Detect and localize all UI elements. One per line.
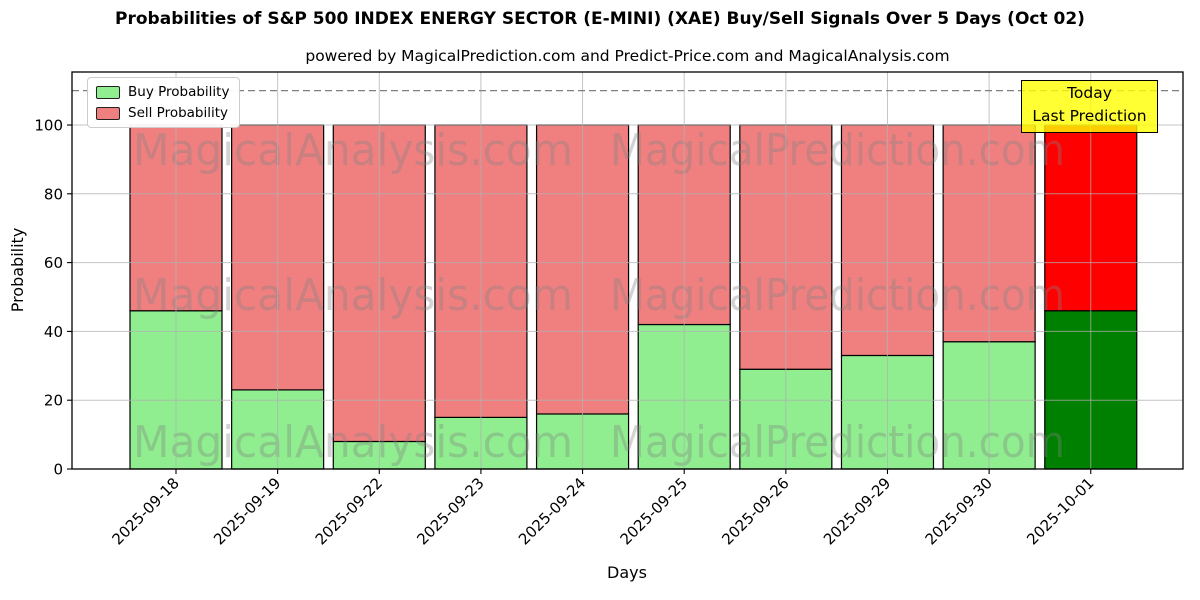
ticks-group (67, 124, 1092, 474)
xtick-label-2025-10-01: 2025-10-01 (1023, 474, 1097, 548)
x-axis-label: Days (607, 563, 647, 582)
plot-frame (71, 71, 1184, 470)
legend-item-buy: Buy Probability (96, 84, 229, 100)
chart-title: Probabilities of S&P 500 INDEX ENERGY SE… (115, 9, 1085, 29)
grid-group (72, 72, 1183, 470)
legend: Buy Probability Sell Probability (87, 77, 241, 128)
ytick-label-100: 100 (34, 117, 63, 135)
y-axis-label: Probability (8, 228, 27, 313)
sell-swatch-icon (96, 106, 120, 120)
today-annotation-line1: Today (1067, 84, 1112, 102)
xtick-label-2025-09-30: 2025-09-30 (922, 474, 996, 548)
watermark-left-row2: MagicalAnalysis.com (133, 270, 573, 321)
chart-subtitle: powered by MagicalPrediction.com and Pre… (305, 47, 950, 65)
xtick-label-2025-09-26: 2025-09-26 (718, 474, 792, 548)
buy-swatch-icon (96, 85, 120, 99)
legend-label-sell: Sell Probability (128, 105, 229, 121)
ytick-label-60: 60 (44, 254, 63, 272)
xtick-label-2025-09-23: 2025-09-23 (413, 474, 487, 548)
xtick-label-2025-09-24: 2025-09-24 (515, 474, 589, 548)
watermark-left-row1: MagicalAnalysis.com (133, 125, 573, 176)
ytick-label-20: 20 (44, 392, 63, 410)
ytick-label-40: 40 (44, 323, 63, 341)
ytick-label-80: 80 (44, 185, 63, 203)
legend-item-sell: Sell Probability (96, 105, 229, 121)
xtick-label-2025-09-19: 2025-09-19 (210, 474, 284, 548)
xtick-label-2025-09-25: 2025-09-25 (617, 474, 691, 548)
legend-label-buy: Buy Probability (128, 84, 230, 100)
xtick-label-2025-09-29: 2025-09-29 (820, 474, 894, 548)
watermark-left-row3: MagicalAnalysis.com (133, 417, 573, 468)
xtick-label-2025-09-18: 2025-09-18 (108, 474, 182, 548)
today-annotation: Today Last Prediction (1021, 80, 1158, 133)
watermark-right-row2: MagicalPrediction.com (610, 270, 1065, 321)
watermark-right-row3: MagicalPrediction.com (610, 417, 1065, 468)
ytick-label-0: 0 (53, 461, 63, 479)
watermark-right-row1: MagicalPrediction.com (610, 125, 1065, 176)
today-annotation-line2: Last Prediction (1032, 107, 1147, 126)
xtick-label-2025-09-22: 2025-09-22 (312, 474, 386, 548)
